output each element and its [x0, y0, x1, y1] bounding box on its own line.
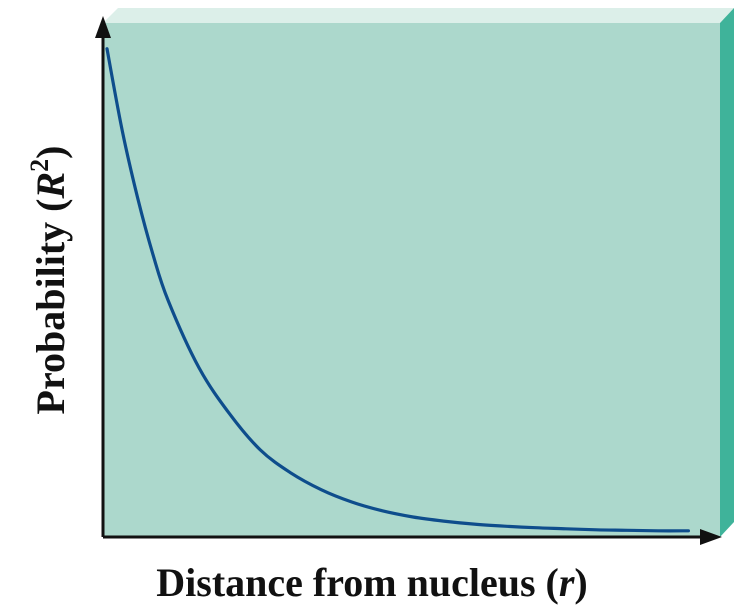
x-axis-arrowhead: [700, 529, 722, 545]
y-axis-label: Probability (R2): [25, 146, 73, 415]
x-axis-label-var: r: [559, 560, 575, 605]
probability-curve: [105, 47, 690, 533]
y-axis-arrowhead: [95, 16, 111, 38]
plot-area: [103, 23, 720, 537]
y-axis-label-main: Probability (: [28, 199, 73, 415]
y-axis-label-var: R: [28, 172, 73, 200]
y-axis-label-sup: 2: [25, 159, 54, 172]
x-axis-label-main: Distance from nucleus (: [156, 560, 559, 605]
panel-top-face: [103, 8, 734, 23]
x-axis-label-close: ): [574, 560, 587, 605]
panel-side-face: [720, 8, 734, 537]
y-axis-label-close: ): [28, 146, 73, 159]
x-axis-label: Distance from nucleus (r): [156, 560, 587, 605]
